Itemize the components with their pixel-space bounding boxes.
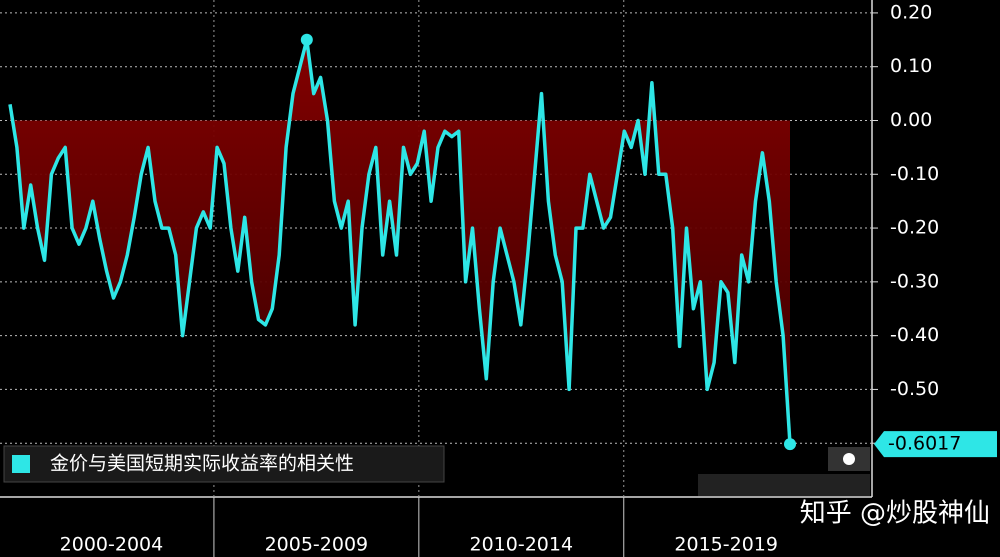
watermark: 知乎 @炒股神仙 — [800, 499, 990, 529]
line — [8, 38, 792, 445]
legend-label: 金价与美国短期实际收益率的相关性 — [50, 453, 354, 475]
last-point — [784, 438, 796, 451]
toolbar — [698, 447, 870, 496]
last-value-label: -0.6017 — [888, 433, 961, 455]
y-tick-label: -0.10 — [890, 163, 939, 185]
legend-swatch — [12, 455, 30, 473]
y-tick-label: 0.10 — [890, 55, 932, 77]
x-tick-label: 2010-2014 — [470, 534, 574, 556]
y-tick-label: 0.20 — [890, 1, 932, 23]
max-point — [300, 33, 313, 46]
last-value-box — [874, 431, 997, 458]
y-tick-label: -0.50 — [890, 378, 939, 400]
y-tick-label: -0.20 — [890, 217, 939, 239]
button-bar[interactable] — [698, 474, 870, 496]
y-tick-label: -0.40 — [890, 324, 939, 346]
x-tick-label: 2005-2009 — [265, 534, 369, 556]
area — [10, 39, 790, 445]
y-tick-label: -0.30 — [890, 270, 939, 292]
legend-box — [3, 445, 445, 483]
x-tick-label: 2015-2019 — [674, 534, 778, 556]
x-tick-label: 2000-2004 — [60, 534, 164, 556]
icon — [843, 453, 855, 465]
y-tick-label: 0.00 — [890, 109, 932, 131]
